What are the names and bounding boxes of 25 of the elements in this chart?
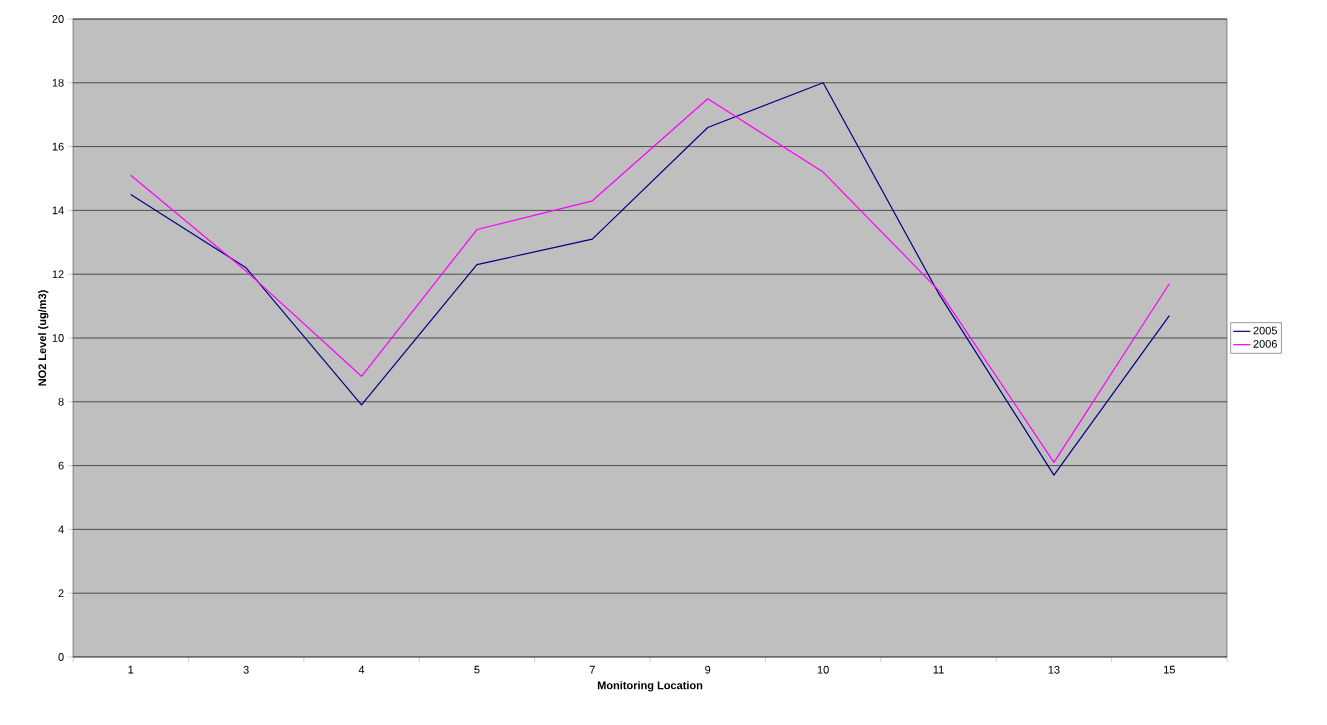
y-tick-label: 0 xyxy=(58,653,64,661)
x-tick-label: 9 xyxy=(705,665,711,674)
y-axis-title: NO2 Level (ug/m3) xyxy=(38,290,49,386)
y-tick-label: 2 xyxy=(58,589,64,598)
x-tick-label: 11 xyxy=(933,665,944,674)
y-tick-label: 8 xyxy=(58,397,64,406)
y-tick-label: 10 xyxy=(52,334,64,342)
x-tick-label: 15 xyxy=(1164,665,1175,674)
y-tick-label: 6 xyxy=(58,461,64,470)
legend-label: 2005 xyxy=(1253,326,1277,335)
y-tick-label: 14 xyxy=(52,206,64,215)
x-tick-label: 5 xyxy=(474,665,480,674)
x-tick-label: 1 xyxy=(128,665,134,674)
x-tick-label: 3 xyxy=(243,665,249,674)
y-tick-label: 12 xyxy=(52,270,64,279)
y-tick-label: 18 xyxy=(52,78,64,87)
y-tick-label: 16 xyxy=(52,142,64,151)
x-tick-label: 10 xyxy=(817,665,829,674)
y-tick-label: 20 xyxy=(52,15,64,23)
x-tick-label: 7 xyxy=(589,665,595,674)
y-tick-label: 4 xyxy=(58,525,64,534)
x-axis-title: Monitoring Location xyxy=(597,681,703,692)
x-tick-label: 13 xyxy=(1048,665,1060,674)
x-tick-label: 4 xyxy=(358,665,365,674)
legend-label: 2006 xyxy=(1253,340,1277,348)
